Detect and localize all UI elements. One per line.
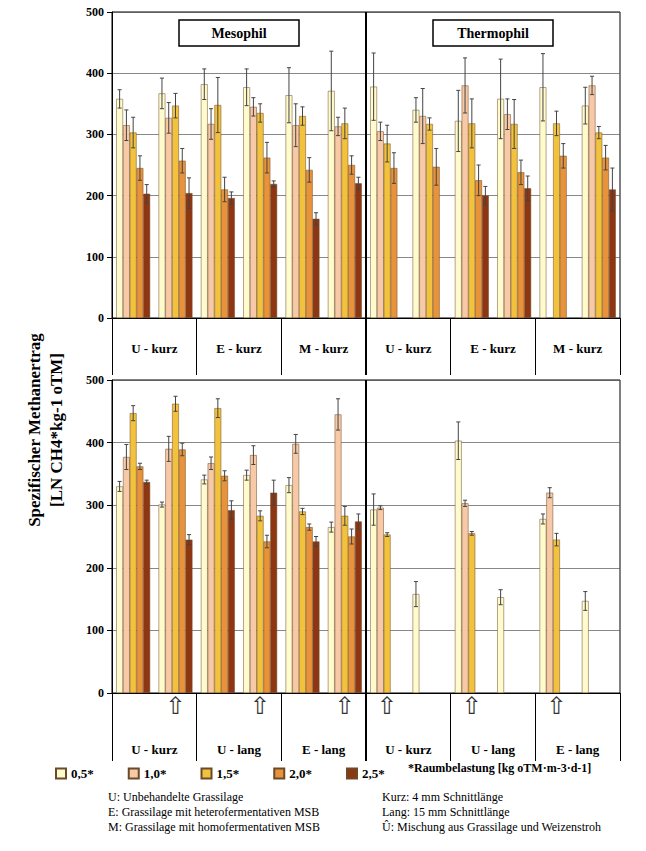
svg-text:E - kurz: E - kurz [470,341,516,356]
svg-text:E: Grassilage mit heterofermen: E: Grassilage mit heterofermentativen MS… [108,805,319,819]
svg-text:200: 200 [86,561,104,575]
svg-text:M: Grassilage mit homofermenta: M: Grassilage mit homofermentativen MSB [108,820,320,834]
svg-text:M - kurz: M - kurz [553,341,602,356]
svg-text:1,5*: 1,5* [217,766,240,781]
svg-text:500: 500 [86,5,104,19]
svg-text:⇧: ⇧ [165,692,185,720]
svg-text:[LN CH4*kg-1 oTM]: [LN CH4*kg-1 oTM] [47,353,66,507]
svg-text:U - kurz: U - kurz [385,742,431,757]
svg-text:400: 400 [86,436,104,450]
svg-text:400: 400 [86,66,104,80]
svg-text:U - kurz: U - kurz [385,341,431,356]
svg-text:Thermophil: Thermophil [457,26,529,41]
svg-text:Mesophil: Mesophil [211,26,266,41]
svg-text:⇧: ⇧ [462,692,482,720]
svg-text:2,0*: 2,0* [289,766,312,781]
svg-text:⇧: ⇧ [250,692,270,720]
svg-text:Kurz: 4 mm Schnittlänge: Kurz: 4 mm Schnittlänge [382,790,503,804]
svg-text:E - lang: E - lang [556,742,600,757]
svg-text:0,5*: 0,5* [71,766,94,781]
svg-text:100: 100 [86,623,104,637]
svg-text:E - kurz: E - kurz [216,341,262,356]
svg-text:M - kurz: M - kurz [299,341,348,356]
svg-text:Spezifischer Methanertrag: Spezifischer Methanertrag [25,333,44,527]
svg-text:1,0*: 1,0* [144,766,167,781]
svg-text:300: 300 [86,498,104,512]
svg-text:U - lang: U - lang [217,742,262,757]
svg-text:Lang: 15 mm Schnittlänge: Lang: 15 mm Schnittlänge [382,805,510,819]
svg-text:500: 500 [86,373,104,387]
svg-text:200: 200 [86,189,104,203]
svg-text:U - kurz: U - kurz [131,341,177,356]
svg-text:100: 100 [86,250,104,264]
svg-text:⇧: ⇧ [377,692,397,720]
svg-text:E - lang: E - lang [302,742,346,757]
svg-text:2,5*: 2,5* [362,766,385,781]
svg-text:Û: Mischung aus Grassilage und: Û: Mischung aus Grassilage und Weizenstr… [382,820,601,834]
svg-text:0: 0 [98,311,104,325]
svg-text:0: 0 [98,686,104,700]
svg-text:⇧: ⇧ [335,692,355,720]
svg-text:⇧: ⇧ [546,692,566,720]
svg-text:U - lang: U - lang [471,742,516,757]
svg-text:300: 300 [86,127,104,141]
svg-text:U - kurz: U - kurz [131,742,177,757]
svg-text:*Raumbelastung [kg oTM·m-3·d-1: *Raumbelastung [kg oTM·m-3·d-1] [408,761,591,775]
svg-text:U: Unbehandelte Grassilage: U: Unbehandelte Grassilage [108,790,243,804]
